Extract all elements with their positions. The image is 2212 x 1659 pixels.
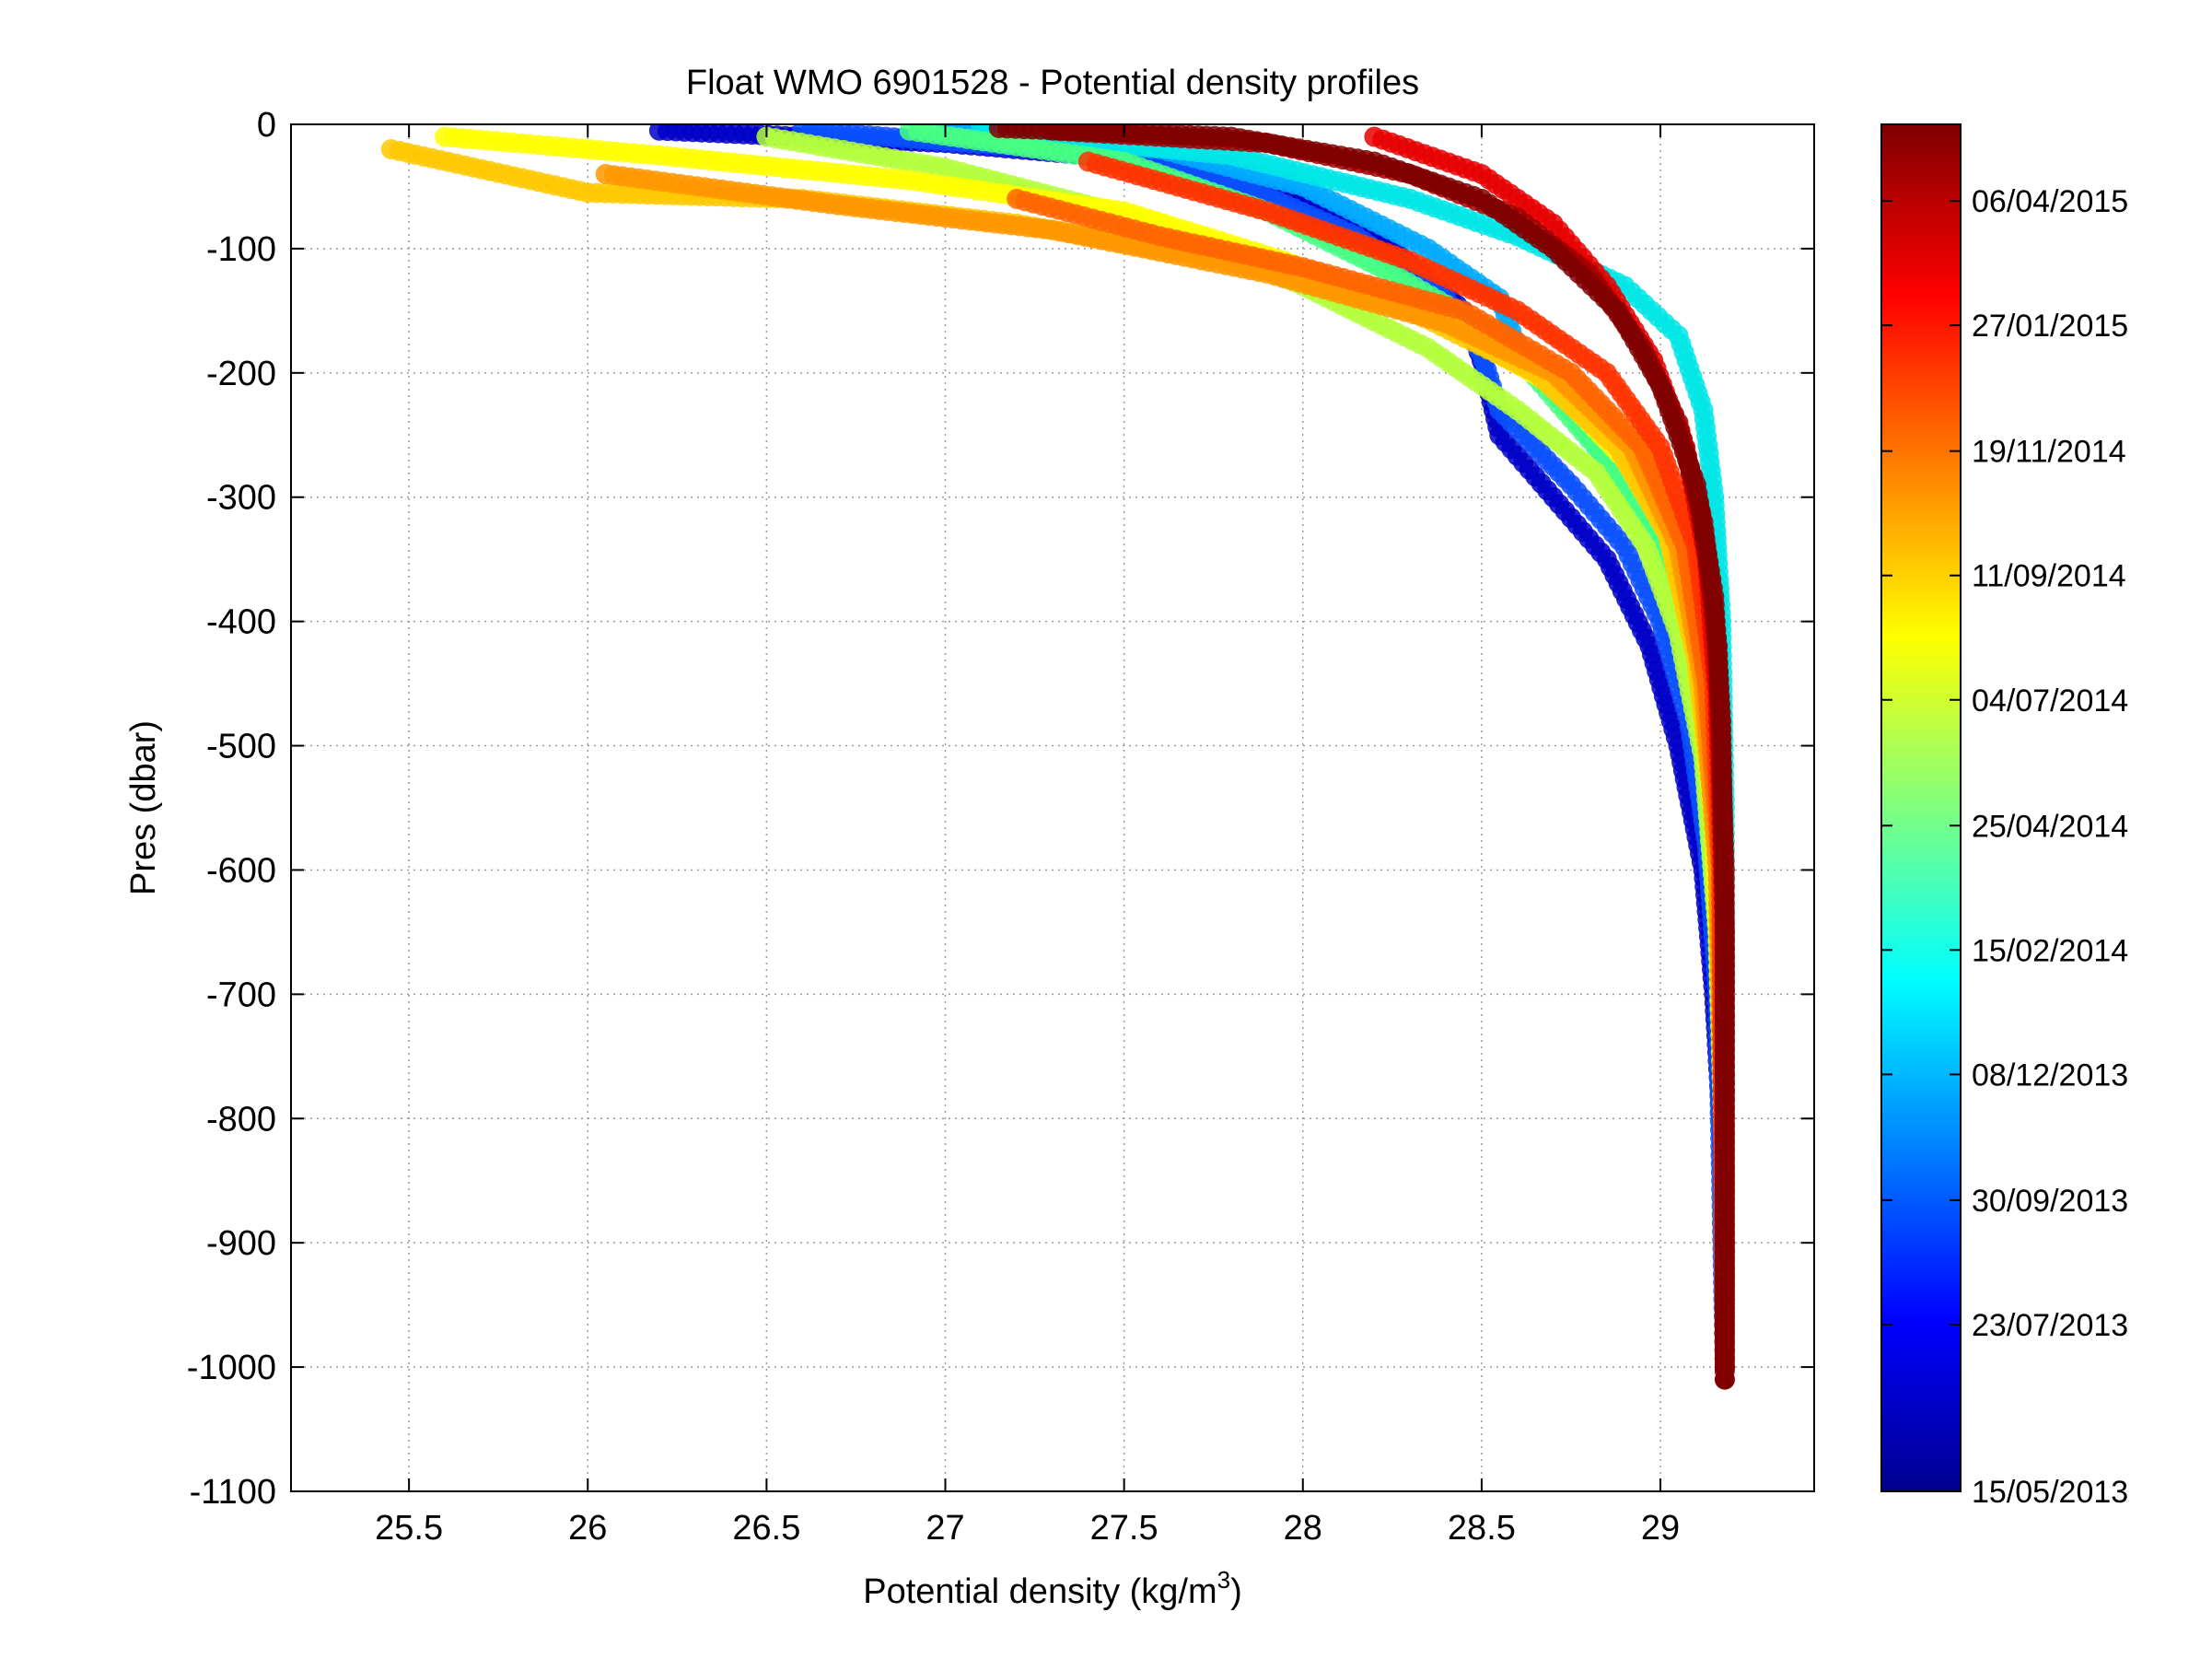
colorbar-tick-label: 30/09/2013 [1972,1184,2128,1219]
x-axis-ticks: 25.5 26 26.5 27 27.5 28 28.5 29 [375,124,1680,1548]
x-tick-label: 29 [1641,1509,1680,1548]
y-axis-ticks: 0 -100 -200 -300 -400 -500 -600 -700 -800 -900 -10… [187,106,1814,1512]
colorbar-tick-label: 23/07/2013 [1972,1308,2128,1343]
y-tick-label: -200 [206,355,276,393]
density-profile [988,124,1735,1390]
profiles [380,124,1735,1390]
x-tick-label: 28.5 [1448,1509,1516,1548]
y-tick-label: -900 [206,1224,276,1263]
y-tick-label: -1000 [187,1349,276,1387]
x-tick-label: 28 [1284,1509,1322,1548]
x-axis-label-sup: 3 [1217,1566,1230,1594]
x-tick-label: 26.5 [732,1509,800,1548]
colorbar-tick-label: 04/07/2014 [1972,683,2128,719]
chart-title: Float WMO 6901528 - Potential density pr… [686,64,1419,102]
y-tick-label: -300 [206,479,276,518]
plot-frame [290,123,1815,1492]
colorbar-tick-label: 08/12/2013 [1972,1057,2128,1092]
y-tick-label: -500 [206,728,276,766]
x-axis-label-suffix: ) [1230,1572,1242,1611]
y-tick-label: -700 [206,976,276,1014]
y-tick-label: -400 [206,603,276,642]
x-tick-label: 25.5 [375,1509,443,1548]
y-tick-label: 0 [257,106,276,145]
x-tick-label: 26 [568,1509,607,1548]
x-axis-label-main: Potential density (kg/m [863,1572,1217,1611]
colorbar-tick-label: 11/09/2014 [1972,559,2126,594]
plot-area [291,124,1814,1491]
colorbar-tick-label: 19/11/2014 [1972,435,2126,470]
x-tick-label: 27.5 [1090,1509,1158,1548]
colorbar [1880,123,1962,1492]
colorbar-tick-label: 25/04/2014 [1972,809,2128,844]
colorbar-tick-label: 15/05/2013 [1972,1475,2128,1510]
y-tick-label: -600 [206,851,276,890]
colorbar-ticks: 06/04/2015 27/01/2015 19/11/2014 11/09/2014… [1881,184,2128,1510]
x-axis-label: Potential density (kg/m3) [863,1566,1242,1611]
x-tick-label: 27 [926,1509,964,1548]
y-tick-label: -1100 [190,1473,276,1512]
colorbar-tick-label: 06/04/2015 [1972,184,2128,219]
colorbar-tick-label: 15/02/2014 [1972,933,2128,968]
y-tick-label: -100 [206,230,276,269]
y-tick-label: -800 [206,1100,276,1139]
y-axis-label: Pres (dbar) [124,720,163,895]
profile-point [1714,1369,1735,1390]
colorbar-tick-label: 27/01/2015 [1972,309,2128,344]
